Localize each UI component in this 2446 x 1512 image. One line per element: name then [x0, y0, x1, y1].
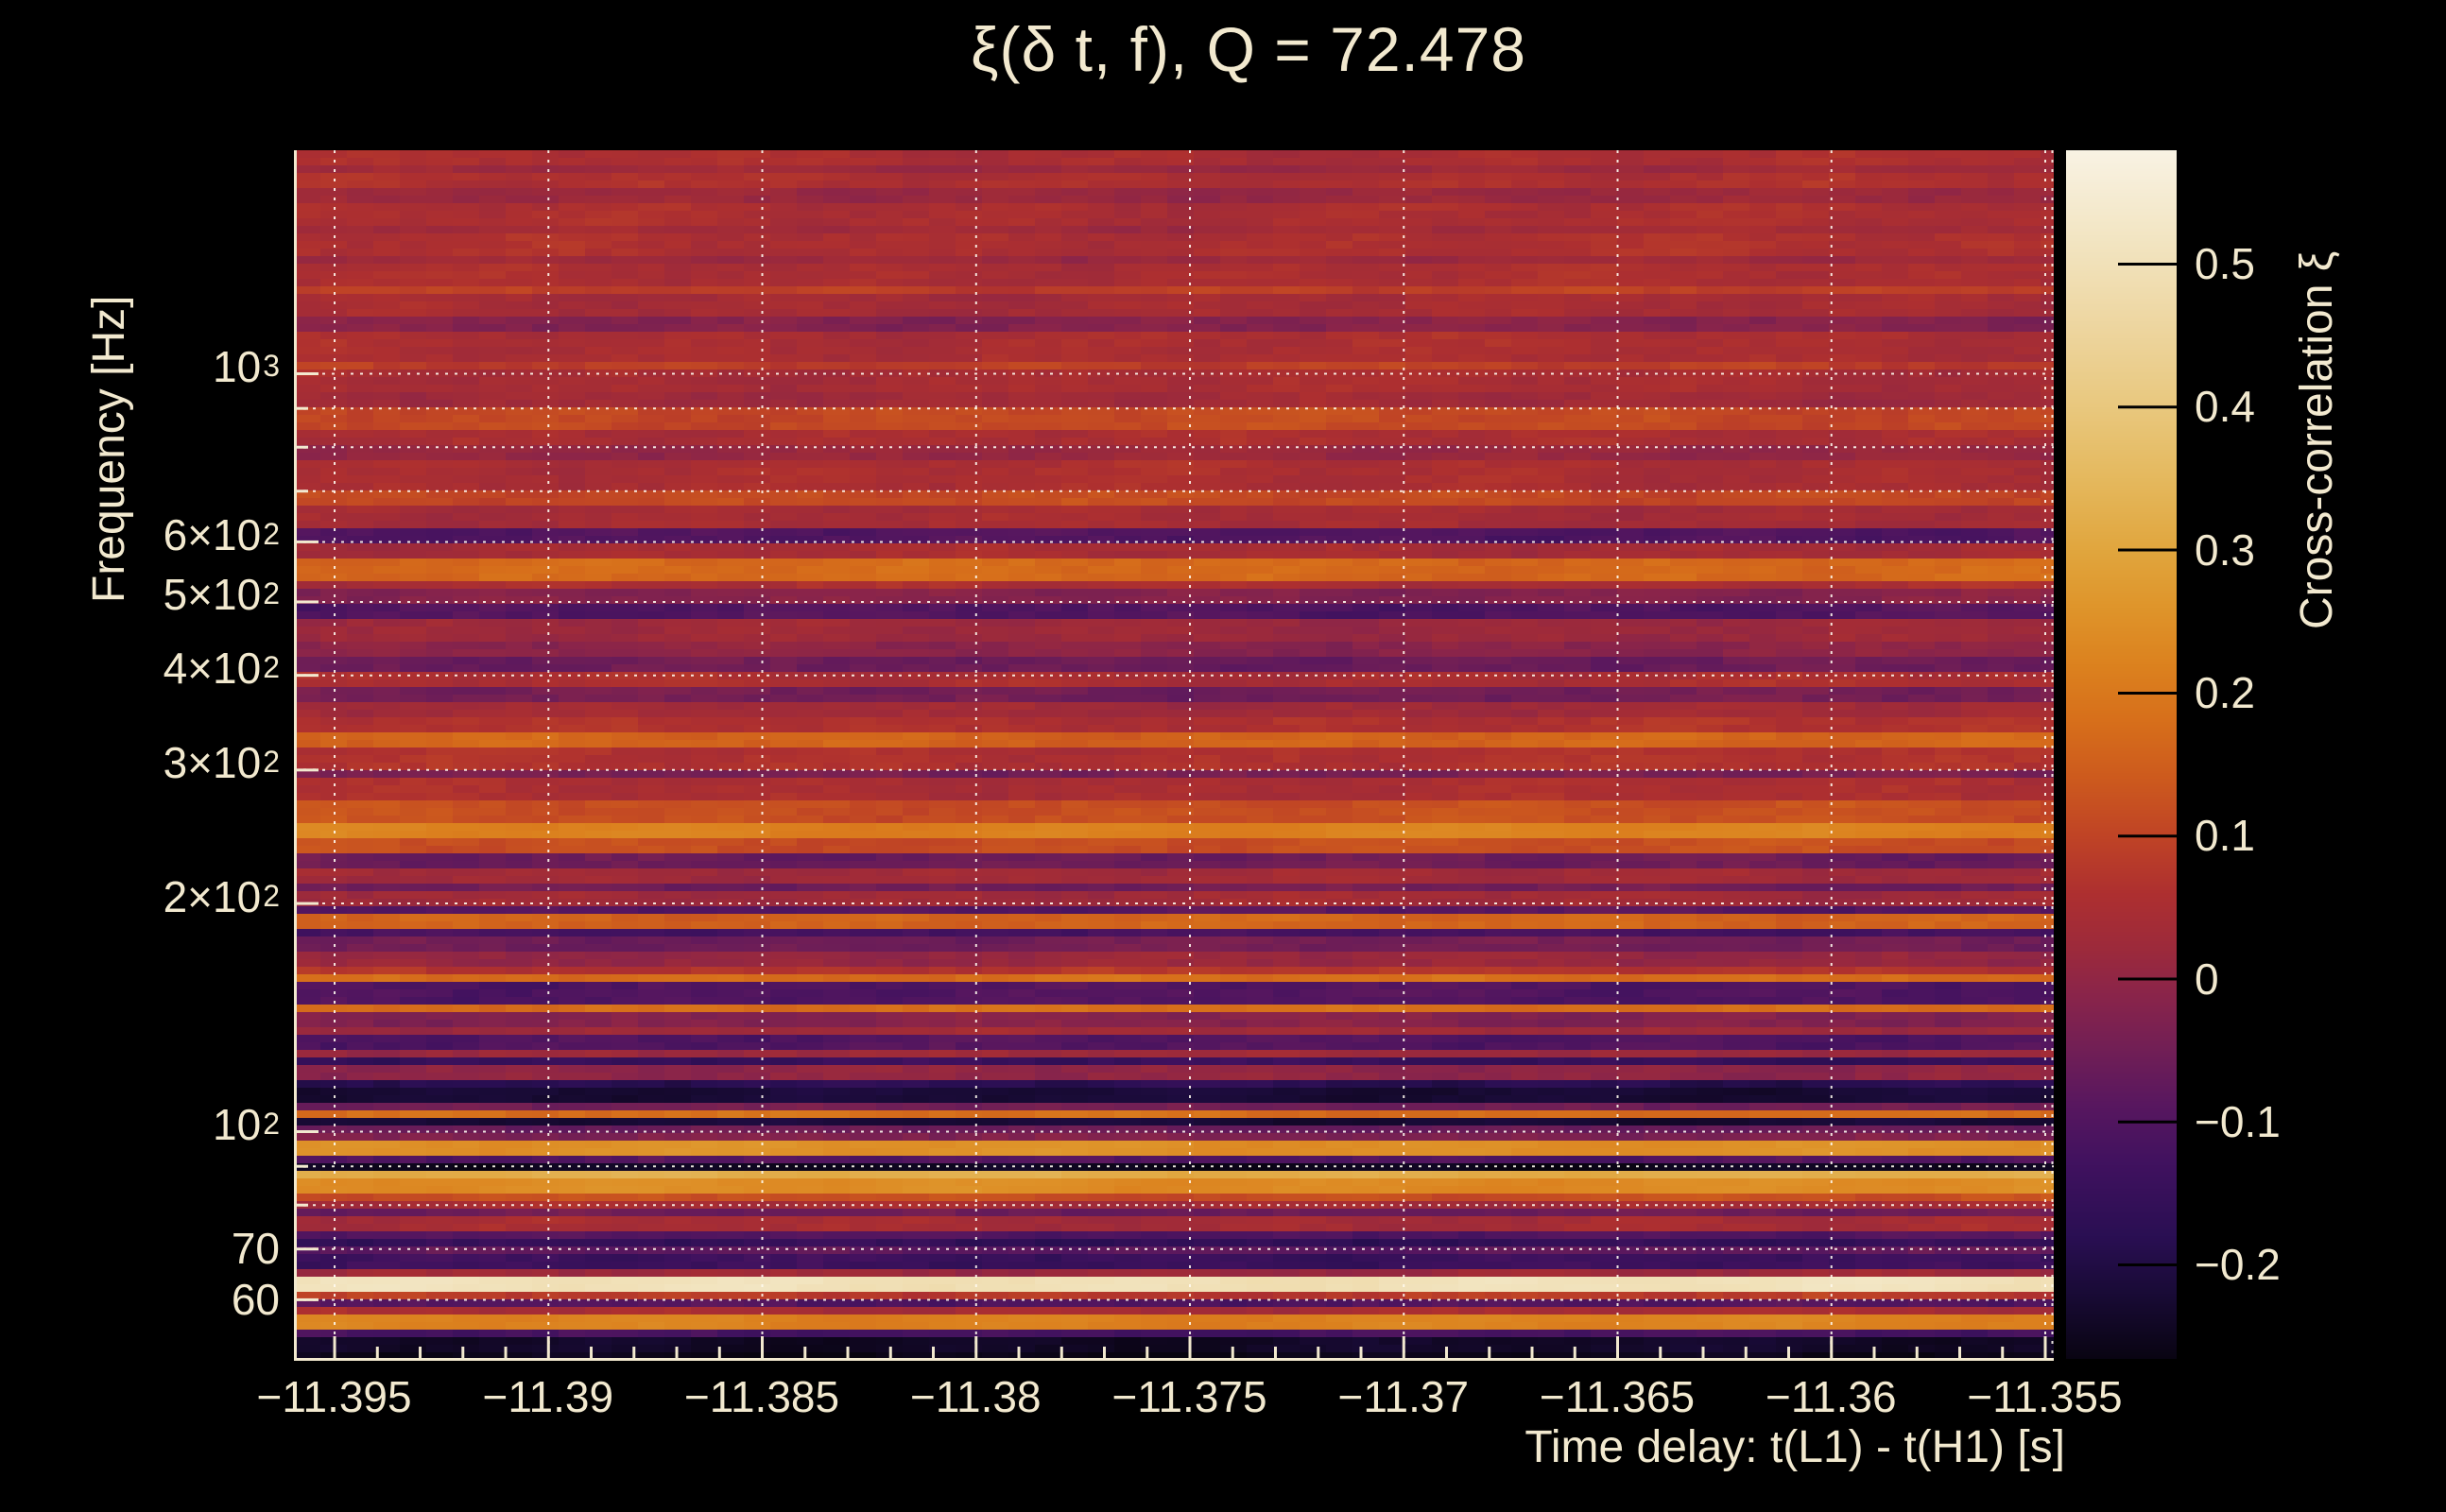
- x-tick-label: −11.355: [1967, 1372, 2123, 1421]
- y-tick-label: 5×102: [163, 570, 280, 620]
- x-axis-title: Time delay: t(L1) - t(H1) [s]: [1524, 1422, 2065, 1472]
- colorbar-tick-label: 0.4: [2195, 382, 2255, 432]
- x-tick-label: −11.38: [909, 1372, 1042, 1421]
- x-tick-label: −11.37: [1337, 1372, 1470, 1421]
- x-tick-label: −11.36: [1765, 1372, 1897, 1421]
- plot-title: ξ(δ t, f), Q = 72.478: [0, 13, 2446, 85]
- y-tick-label: 2×102: [163, 871, 280, 921]
- colorbar-tick-label: 0.1: [2195, 811, 2255, 861]
- y-tick-label: 70: [231, 1224, 280, 1274]
- colorbar-title: Cross-correlation ξ: [2292, 250, 2342, 629]
- colorbar-tick-label: 0.2: [2195, 667, 2255, 717]
- y-tick-label: 4×102: [163, 644, 280, 694]
- plot-title-text: ξ(δ t, f), Q = 72.478: [970, 14, 1527, 84]
- colorbar-tick-label: −0.2: [2195, 1240, 2281, 1290]
- y-tick-label: 103: [213, 342, 280, 391]
- y-axis-title: Frequency [Hz]: [84, 295, 134, 603]
- heatmap-canvas: [294, 150, 2054, 1361]
- colorbar-tick-label: 0.5: [2195, 239, 2255, 288]
- y-tick-label: 60: [231, 1274, 280, 1324]
- y-tick-label: 3×102: [163, 738, 280, 788]
- x-tick-label: −11.39: [482, 1372, 614, 1421]
- y-tick-label: 102: [213, 1100, 280, 1149]
- y-tick-label: 6×102: [163, 509, 280, 559]
- x-tick-label: −11.395: [256, 1372, 412, 1421]
- x-tick-label: −11.385: [683, 1372, 840, 1421]
- colorbar-canvas: [2066, 150, 2177, 1359]
- colorbar-tick-label: −0.1: [2195, 1096, 2281, 1146]
- x-tick-label: −11.365: [1539, 1372, 1696, 1421]
- x-tick-label: −11.375: [1111, 1372, 1267, 1421]
- colorbar-tick-label: 0: [2195, 954, 2219, 1004]
- colorbar-tick-label: 0.3: [2195, 524, 2255, 575]
